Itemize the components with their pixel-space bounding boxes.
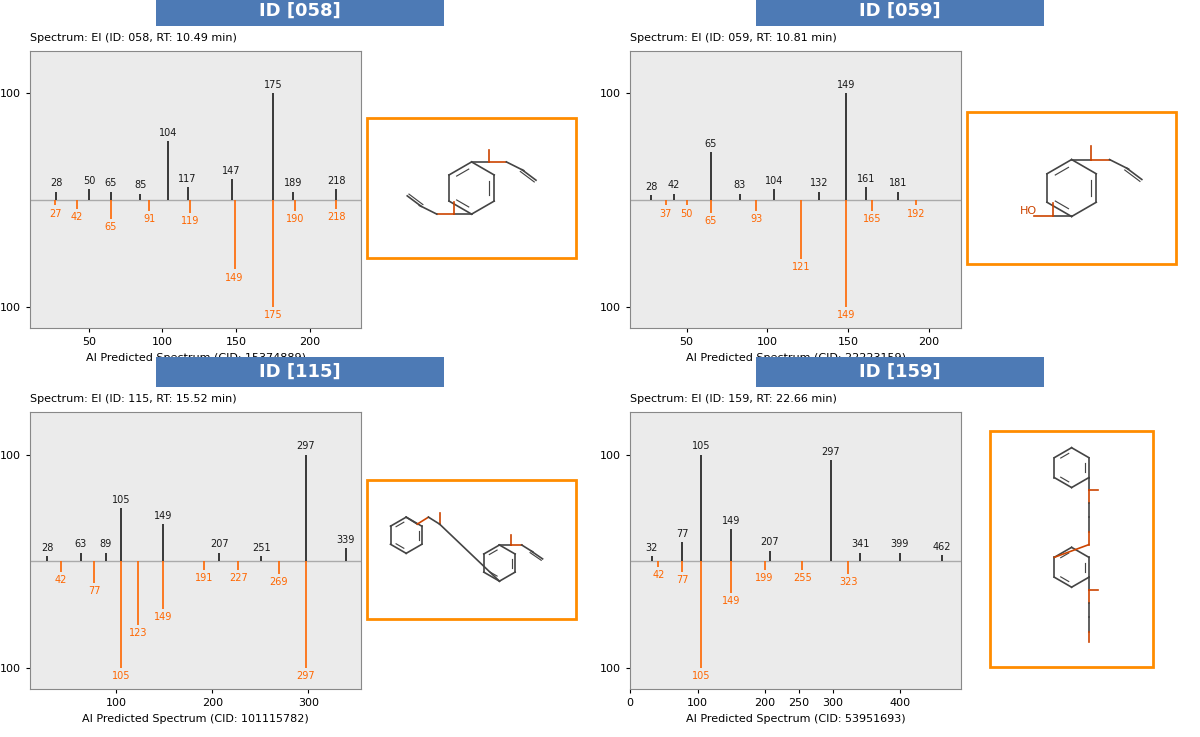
X-axis label: AI Predicted Spectrum (CID: 53951693): AI Predicted Spectrum (CID: 53951693): [685, 713, 906, 724]
Text: 65: 65: [104, 178, 118, 189]
Text: 65: 65: [704, 139, 716, 149]
Text: 218: 218: [326, 176, 346, 186]
Text: 462: 462: [934, 542, 952, 551]
Text: 28: 28: [50, 178, 62, 189]
Text: 207: 207: [210, 539, 228, 550]
Text: 297: 297: [822, 447, 840, 457]
Text: 105: 105: [691, 441, 710, 452]
Text: 42: 42: [653, 570, 665, 580]
Text: 339: 339: [337, 535, 355, 545]
Text: 104: 104: [160, 128, 178, 139]
Text: 121: 121: [792, 262, 810, 272]
Text: 83: 83: [733, 181, 746, 190]
Text: 149: 149: [155, 511, 173, 521]
Text: 85: 85: [134, 181, 146, 190]
Text: 65: 65: [104, 223, 118, 232]
Text: ID [115]: ID [115]: [259, 363, 341, 381]
Text: 149: 149: [155, 612, 173, 622]
Text: 119: 119: [181, 216, 199, 226]
Text: 77: 77: [676, 529, 689, 539]
Text: 341: 341: [851, 539, 870, 550]
Text: 181: 181: [889, 178, 907, 189]
Text: 50: 50: [680, 209, 692, 219]
Text: 123: 123: [130, 629, 148, 638]
Text: ID [058]: ID [058]: [259, 2, 341, 20]
X-axis label: AI Predicted Spectrum (CID: 15374889): AI Predicted Spectrum (CID: 15374889): [85, 352, 306, 363]
Text: 77: 77: [88, 586, 101, 595]
Text: 89: 89: [100, 539, 112, 550]
Text: 165: 165: [863, 214, 882, 224]
Bar: [990, 431, 1153, 667]
Text: 132: 132: [810, 178, 828, 189]
Text: 149: 149: [721, 596, 740, 607]
Text: 149: 149: [721, 516, 740, 526]
Text: 42: 42: [667, 181, 680, 190]
Text: Spectrum: EI (ID: 058, RT: 10.49 min): Spectrum: EI (ID: 058, RT: 10.49 min): [30, 32, 236, 43]
Text: 227: 227: [229, 573, 247, 583]
Text: 28: 28: [41, 542, 54, 553]
Text: 191: 191: [194, 573, 212, 583]
Text: 63: 63: [74, 539, 88, 550]
Text: 207: 207: [761, 537, 779, 548]
Text: 269: 269: [269, 577, 288, 587]
Text: 149: 149: [838, 310, 856, 320]
Text: 255: 255: [793, 573, 811, 583]
Text: 149: 149: [838, 80, 856, 91]
Text: 105: 105: [112, 495, 131, 505]
Text: 28: 28: [644, 181, 658, 192]
X-axis label: AI Predicted Spectrum (CID: 22223159): AI Predicted Spectrum (CID: 22223159): [685, 352, 906, 363]
Text: 27: 27: [49, 209, 61, 219]
Text: 175: 175: [264, 310, 282, 320]
Text: 251: 251: [252, 542, 271, 553]
Text: 190: 190: [286, 214, 304, 224]
Text: Spectrum: EI (ID: 159, RT: 22.66 min): Spectrum: EI (ID: 159, RT: 22.66 min): [630, 394, 836, 404]
Text: 189: 189: [284, 178, 302, 189]
Text: HO: HO: [1019, 206, 1037, 216]
X-axis label: AI Predicted Spectrum (CID: 101115782): AI Predicted Spectrum (CID: 101115782): [83, 713, 308, 724]
Text: 105: 105: [112, 671, 131, 681]
Text: 42: 42: [54, 575, 67, 585]
Text: ID [059]: ID [059]: [859, 2, 941, 20]
Text: 192: 192: [907, 209, 925, 219]
Text: 32: 32: [646, 542, 658, 553]
Text: 175: 175: [264, 80, 282, 91]
Text: 50: 50: [83, 176, 95, 186]
Text: 42: 42: [71, 212, 83, 222]
Text: 297: 297: [296, 671, 314, 681]
Bar: [367, 119, 576, 258]
Text: 93: 93: [750, 214, 762, 224]
Text: 65: 65: [704, 216, 716, 226]
Text: Spectrum: EI (ID: 059, RT: 10.81 min): Spectrum: EI (ID: 059, RT: 10.81 min): [630, 32, 836, 43]
Text: 37: 37: [659, 209, 672, 219]
Text: 147: 147: [222, 166, 241, 175]
Text: 161: 161: [857, 174, 875, 184]
Text: 105: 105: [691, 671, 710, 681]
Text: 323: 323: [839, 577, 858, 587]
Text: 104: 104: [764, 176, 782, 186]
Text: 218: 218: [326, 212, 346, 222]
Text: 77: 77: [676, 575, 689, 585]
Text: Spectrum: EI (ID: 115, RT: 15.52 min): Spectrum: EI (ID: 115, RT: 15.52 min): [30, 394, 236, 404]
Text: 149: 149: [226, 273, 244, 282]
Text: 91: 91: [143, 214, 155, 224]
Text: 199: 199: [755, 573, 774, 583]
Text: 117: 117: [179, 174, 197, 184]
Text: 297: 297: [296, 441, 314, 452]
Bar: [367, 480, 576, 619]
Text: 399: 399: [890, 539, 908, 550]
Text: ID [159]: ID [159]: [859, 363, 941, 381]
Bar: [967, 112, 1176, 264]
